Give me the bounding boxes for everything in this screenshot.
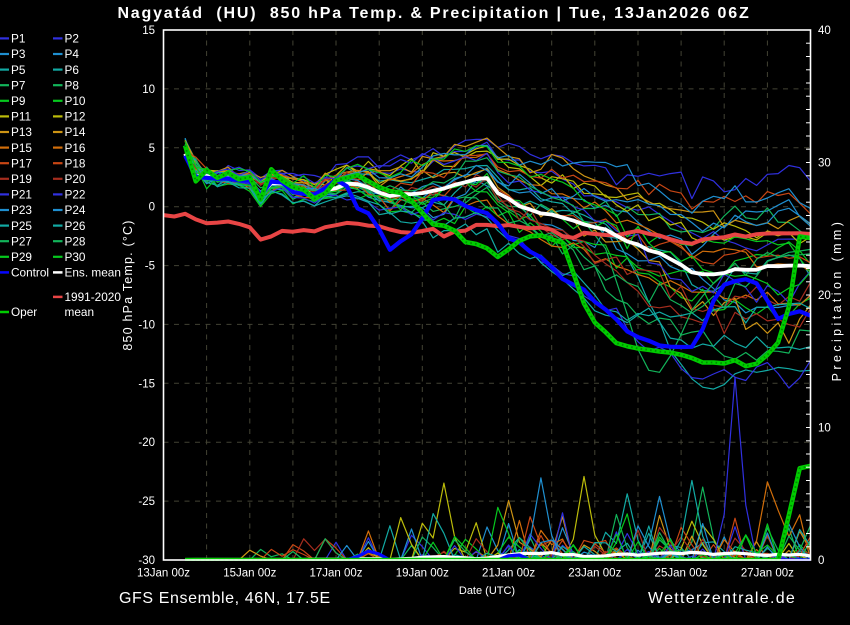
svg-text:P9: P9 (11, 94, 25, 108)
svg-text:23Jan 00z: 23Jan 00z (568, 568, 621, 580)
svg-text:P15: P15 (11, 141, 32, 155)
svg-text:P22: P22 (65, 188, 86, 202)
svg-text:P4: P4 (65, 47, 80, 61)
svg-text:P23: P23 (11, 203, 32, 217)
svg-text:-20: -20 (138, 437, 155, 449)
svg-text:P20: P20 (65, 172, 86, 186)
svg-text:P16: P16 (65, 141, 86, 155)
svg-text:mean: mean (65, 305, 95, 319)
svg-text:21Jan 00z: 21Jan 00z (482, 568, 535, 580)
svg-text:Nagyatád (HU) 850 hPa Temp.: Nagyatád (HU) 850 hPa Temp. & Precipitat… (117, 5, 750, 22)
svg-text:P13: P13 (11, 125, 32, 139)
svg-text:P27: P27 (11, 234, 32, 248)
svg-text:19Jan 00z: 19Jan 00z (396, 568, 449, 580)
svg-text:P25: P25 (11, 219, 32, 233)
svg-text:P3: P3 (11, 47, 26, 61)
svg-text:P6: P6 (65, 63, 80, 77)
svg-text:13Jan 00z: 13Jan 00z (137, 568, 190, 580)
svg-text:GFS Ensemble, 46N, 17.5E: GFS Ensemble, 46N, 17.5E (119, 590, 331, 607)
svg-text:Date (UTC): Date (UTC) (459, 585, 515, 597)
svg-text:0: 0 (818, 555, 824, 567)
svg-text:15: 15 (142, 25, 155, 37)
svg-text:30: 30 (818, 158, 831, 170)
svg-text:-30: -30 (138, 555, 155, 567)
svg-text:20: 20 (818, 290, 831, 302)
svg-text:P19: P19 (11, 172, 32, 186)
svg-text:P28: P28 (65, 234, 86, 248)
svg-text:P26: P26 (65, 219, 86, 233)
svg-text:P8: P8 (65, 78, 80, 92)
svg-text:40: 40 (818, 25, 831, 37)
svg-text:17Jan 00z: 17Jan 00z (309, 568, 362, 580)
svg-text:-25: -25 (138, 496, 155, 508)
svg-text:-15: -15 (138, 378, 155, 390)
svg-text:10: 10 (142, 84, 155, 96)
svg-text:Ens. mean: Ens. mean (65, 266, 121, 280)
svg-text:P12: P12 (65, 110, 86, 124)
svg-text:P5: P5 (11, 63, 26, 77)
svg-text:Wetterzentrale.de: Wetterzentrale.de (648, 590, 796, 607)
svg-text:-5: -5 (145, 261, 155, 273)
svg-text:P11: P11 (11, 110, 31, 124)
svg-text:P14: P14 (65, 125, 86, 139)
svg-text:0: 0 (149, 202, 155, 214)
svg-text:P30: P30 (65, 250, 86, 264)
svg-text:25Jan 00z: 25Jan 00z (655, 568, 708, 580)
svg-text:1991-2020: 1991-2020 (65, 290, 122, 304)
svg-text:Oper: Oper (11, 305, 37, 319)
svg-text:P18: P18 (65, 156, 86, 170)
svg-text:10: 10 (818, 423, 831, 435)
svg-text:27Jan 00z: 27Jan 00z (741, 568, 794, 580)
svg-text:P21: P21 (11, 188, 32, 202)
svg-text:5: 5 (149, 143, 155, 155)
svg-text:Precipitation (mm): Precipitation (mm) (830, 219, 844, 382)
svg-text:15Jan 00z: 15Jan 00z (223, 568, 276, 580)
svg-text:P10: P10 (65, 94, 86, 108)
svg-text:-10: -10 (138, 319, 155, 331)
svg-text:850 hPa Temp. (°C): 850 hPa Temp. (°C) (121, 219, 135, 350)
svg-text:P7: P7 (11, 78, 25, 92)
svg-text:P2: P2 (65, 32, 79, 46)
svg-text:Control: Control (11, 266, 49, 280)
svg-text:P1: P1 (11, 32, 25, 46)
svg-text:P24: P24 (65, 203, 86, 217)
svg-text:P29: P29 (11, 250, 32, 264)
svg-text:P17: P17 (11, 156, 32, 170)
